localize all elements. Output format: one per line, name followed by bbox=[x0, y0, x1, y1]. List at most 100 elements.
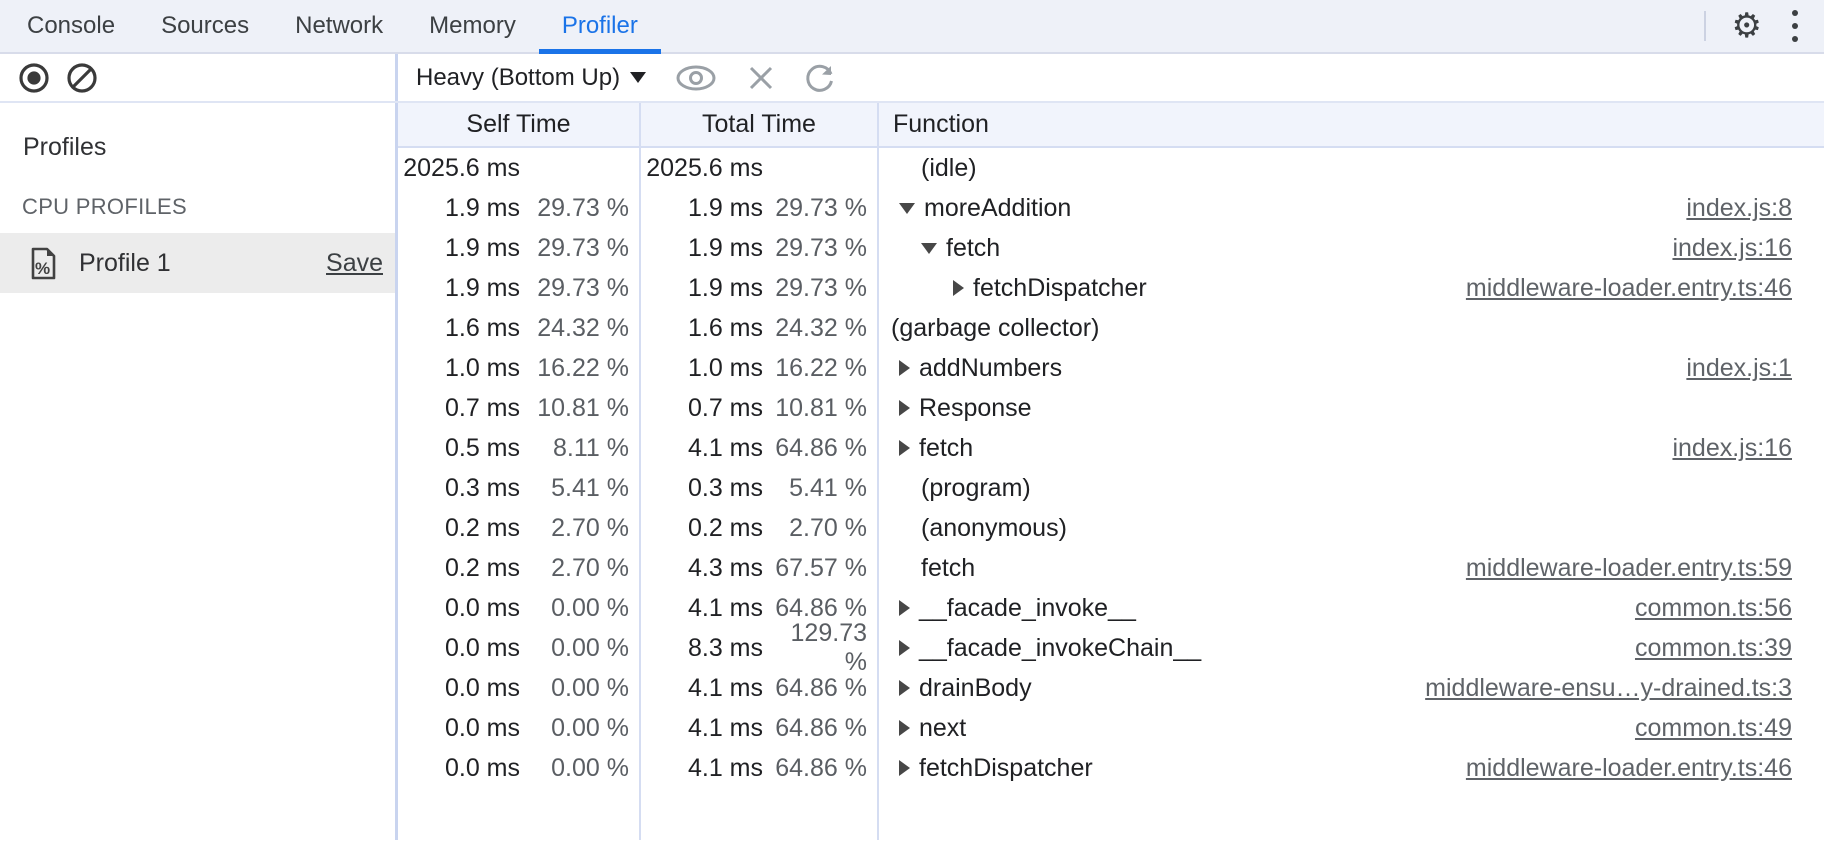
self-time-cell[interactable]: 0.0 ms 0.00 % bbox=[398, 668, 641, 708]
expand-arrow-icon[interactable] bbox=[899, 760, 910, 776]
total-time-cell[interactable]: 1.9 ms 29.73 % bbox=[641, 228, 879, 268]
function-cell[interactable]: next common.ts:49 bbox=[879, 708, 1824, 748]
self-time-cell[interactable]: 1.0 ms 16.22 % bbox=[398, 348, 641, 388]
table-row[interactable]: 0.0 ms 0.00 % 4.1 ms 64.86 % drainBody middle… bbox=[398, 668, 1824, 708]
total-time-cell[interactable]: 4.1 ms 64.86 % bbox=[641, 708, 879, 748]
table-row[interactable]: 1.0 ms 16.22 % 1.0 ms 16.22 % addNumbers inde… bbox=[398, 348, 1824, 388]
expand-arrow-icon[interactable] bbox=[899, 720, 910, 736]
function-cell[interactable]: fetchDispatcher middleware-loader.entry.t… bbox=[879, 748, 1824, 788]
expand-arrow-icon[interactable] bbox=[953, 280, 964, 296]
self-time-cell[interactable]: 1.9 ms 29.73 % bbox=[398, 228, 641, 268]
collapse-arrow-icon[interactable] bbox=[899, 202, 915, 214]
expand-arrow-icon[interactable] bbox=[899, 360, 910, 376]
function-cell[interactable]: fetchDispatcher middleware-loader.entry.t… bbox=[879, 268, 1824, 308]
table-row[interactable]: 2025.6 ms 2025.6 ms (idle) bbox=[398, 148, 1824, 188]
clear-profiles-button[interactable] bbox=[66, 62, 98, 94]
profile-view-mode-select[interactable]: Heavy (Bottom Up) bbox=[416, 64, 647, 92]
self-time-cell[interactable]: 0.3 ms 5.41 % bbox=[398, 468, 641, 508]
total-time-cell[interactable]: 8.3 ms 129.73 % bbox=[641, 619, 879, 676]
function-cell[interactable]: moreAddition index.js:8 bbox=[879, 188, 1824, 228]
self-time-cell[interactable]: 2025.6 ms bbox=[398, 148, 641, 188]
function-cell[interactable]: (anonymous) bbox=[879, 508, 1824, 548]
source-location-link[interactable]: middleware-loader.entry.ts:59 bbox=[1465, 553, 1792, 582]
function-cell[interactable]: (idle) bbox=[879, 148, 1824, 188]
total-time-cell[interactable]: 1.9 ms 29.73 % bbox=[641, 268, 879, 308]
total-time-cell[interactable]: 4.1 ms 64.86 % bbox=[641, 748, 879, 788]
function-cell[interactable]: drainBody middleware-ensu…y-drained.ts:3 bbox=[879, 668, 1824, 708]
function-cell[interactable]: fetch middleware-loader.entry.ts:59 bbox=[879, 548, 1824, 588]
source-location-link[interactable]: index.js:16 bbox=[1672, 233, 1792, 262]
total-time-cell[interactable]: 4.1 ms 64.86 % bbox=[641, 428, 879, 468]
total-time-cell[interactable]: 4.3 ms 67.57 % bbox=[641, 548, 879, 588]
function-cell[interactable]: Response bbox=[879, 388, 1824, 428]
save-profile-link[interactable]: Save bbox=[326, 248, 383, 277]
source-location-link[interactable]: middleware-loader.entry.ts:46 bbox=[1465, 753, 1792, 782]
source-location-link[interactable]: middleware-ensu…y-drained.ts:3 bbox=[1425, 673, 1792, 702]
total-time-cell[interactable]: 1.6 ms 24.32 % bbox=[641, 308, 879, 348]
table-row[interactable]: 0.0 ms 0.00 % 4.1 ms 64.86 % __facade_invoke… bbox=[398, 588, 1824, 628]
tab-network[interactable]: Network bbox=[272, 0, 406, 52]
expand-arrow-icon[interactable] bbox=[899, 440, 910, 456]
function-cell[interactable]: (program) bbox=[879, 468, 1824, 508]
table-row[interactable]: 0.2 ms 2.70 % 4.3 ms 67.57 % fetch middleware… bbox=[398, 548, 1824, 588]
settings-gear-icon[interactable]: ⚙ bbox=[1731, 6, 1762, 46]
column-header-function[interactable]: Function bbox=[893, 110, 989, 138]
restore-all-button[interactable] bbox=[803, 61, 837, 95]
tab-memory[interactable]: Memory bbox=[406, 0, 539, 52]
total-time-cell[interactable]: 2025.6 ms bbox=[641, 148, 879, 188]
profile-list-item[interactable]: % Profile 1 Save bbox=[0, 233, 395, 293]
self-time-cell[interactable]: 0.0 ms 0.00 % bbox=[398, 748, 641, 788]
total-time-cell[interactable]: 1.9 ms 29.73 % bbox=[641, 188, 879, 228]
expand-arrow-icon[interactable] bbox=[899, 600, 910, 616]
total-time-cell[interactable]: 0.7 ms 10.81 % bbox=[641, 388, 879, 428]
total-time-cell[interactable]: 0.2 ms 2.70 % bbox=[641, 508, 879, 548]
self-time-cell[interactable]: 0.7 ms 10.81 % bbox=[398, 388, 641, 428]
function-cell[interactable]: (garbage collector) bbox=[879, 308, 1824, 348]
self-time-cell[interactable]: 1.9 ms 29.73 % bbox=[398, 188, 641, 228]
collapse-arrow-icon[interactable] bbox=[921, 242, 937, 254]
record-profile-button[interactable] bbox=[18, 62, 50, 94]
source-location-link[interactable]: common.ts:49 bbox=[1634, 713, 1792, 742]
table-row[interactable]: 1.6 ms 24.32 % 1.6 ms 24.32 % (garbage colle… bbox=[398, 308, 1824, 348]
source-location-link[interactable]: index.js:16 bbox=[1672, 433, 1792, 462]
expand-arrow-icon[interactable] bbox=[899, 640, 910, 656]
self-time-cell[interactable]: 1.6 ms 24.32 % bbox=[398, 308, 641, 348]
exclude-selected-button[interactable] bbox=[746, 63, 776, 93]
tab-sources[interactable]: Sources bbox=[138, 0, 272, 52]
total-time-cell[interactable]: 1.0 ms 16.22 % bbox=[641, 348, 879, 388]
total-time-cell[interactable]: 4.1 ms 64.86 % bbox=[641, 668, 879, 708]
function-cell[interactable]: addNumbers index.js:1 bbox=[879, 348, 1824, 388]
table-row[interactable]: 1.9 ms 29.73 % 1.9 ms 29.73 % fetchDispatche… bbox=[398, 268, 1824, 308]
table-row[interactable]: 0.2 ms 2.70 % 0.2 ms 2.70 % (anonymous) bbox=[398, 508, 1824, 548]
self-time-cell[interactable]: 0.2 ms 2.70 % bbox=[398, 548, 641, 588]
self-time-cell[interactable]: 0.0 ms 0.00 % bbox=[398, 708, 641, 748]
tab-profiler[interactable]: Profiler bbox=[538, 0, 661, 54]
column-header-total-time[interactable]: Total Time bbox=[641, 103, 879, 146]
function-cell[interactable]: __facade_invokeChain__ common.ts:39 bbox=[879, 628, 1824, 668]
tab-console[interactable]: Console bbox=[4, 0, 138, 52]
source-location-link[interactable]: middleware-loader.entry.ts:46 bbox=[1465, 273, 1792, 302]
table-row[interactable]: 0.0 ms 0.00 % 4.1 ms 64.86 % fetchDispatcher… bbox=[398, 748, 1824, 788]
expand-arrow-icon[interactable] bbox=[899, 680, 910, 696]
table-row[interactable]: 0.7 ms 10.81 % 0.7 ms 10.81 % Response bbox=[398, 388, 1824, 428]
function-cell[interactable]: __facade_invoke__ common.ts:56 bbox=[879, 588, 1824, 628]
table-row[interactable]: 0.3 ms 5.41 % 0.3 ms 5.41 % (program) bbox=[398, 468, 1824, 508]
focus-selected-button[interactable] bbox=[673, 62, 719, 94]
self-time-cell[interactable]: 0.5 ms 8.11 % bbox=[398, 428, 641, 468]
self-time-cell[interactable]: 1.9 ms 29.73 % bbox=[398, 268, 641, 308]
table-row[interactable]: 0.0 ms 0.00 % 4.1 ms 64.86 % next common.ts:4… bbox=[398, 708, 1824, 748]
self-time-cell[interactable]: 0.0 ms 0.00 % bbox=[398, 588, 641, 628]
function-cell[interactable]: fetch index.js:16 bbox=[879, 228, 1824, 268]
source-location-link[interactable]: common.ts:56 bbox=[1634, 593, 1792, 622]
source-location-link[interactable]: index.js:1 bbox=[1686, 353, 1792, 382]
function-cell[interactable]: fetch index.js:16 bbox=[879, 428, 1824, 468]
expand-arrow-icon[interactable] bbox=[899, 400, 910, 416]
source-location-link[interactable]: index.js:8 bbox=[1686, 193, 1792, 222]
source-location-link[interactable]: common.ts:39 bbox=[1634, 633, 1792, 662]
table-row[interactable]: 0.0 ms 0.00 % 8.3 ms 129.73 % __facade_invok… bbox=[398, 619, 1824, 676]
self-time-cell[interactable]: 0.2 ms 2.70 % bbox=[398, 508, 641, 548]
column-header-self-time[interactable]: Self Time bbox=[398, 103, 641, 146]
table-row[interactable]: 1.9 ms 29.73 % 1.9 ms 29.73 % fetch index.js:… bbox=[398, 228, 1824, 268]
more-options-kebab-icon[interactable] bbox=[1788, 6, 1802, 46]
table-row[interactable]: 1.9 ms 29.73 % 1.9 ms 29.73 % moreAddition in… bbox=[398, 188, 1824, 228]
